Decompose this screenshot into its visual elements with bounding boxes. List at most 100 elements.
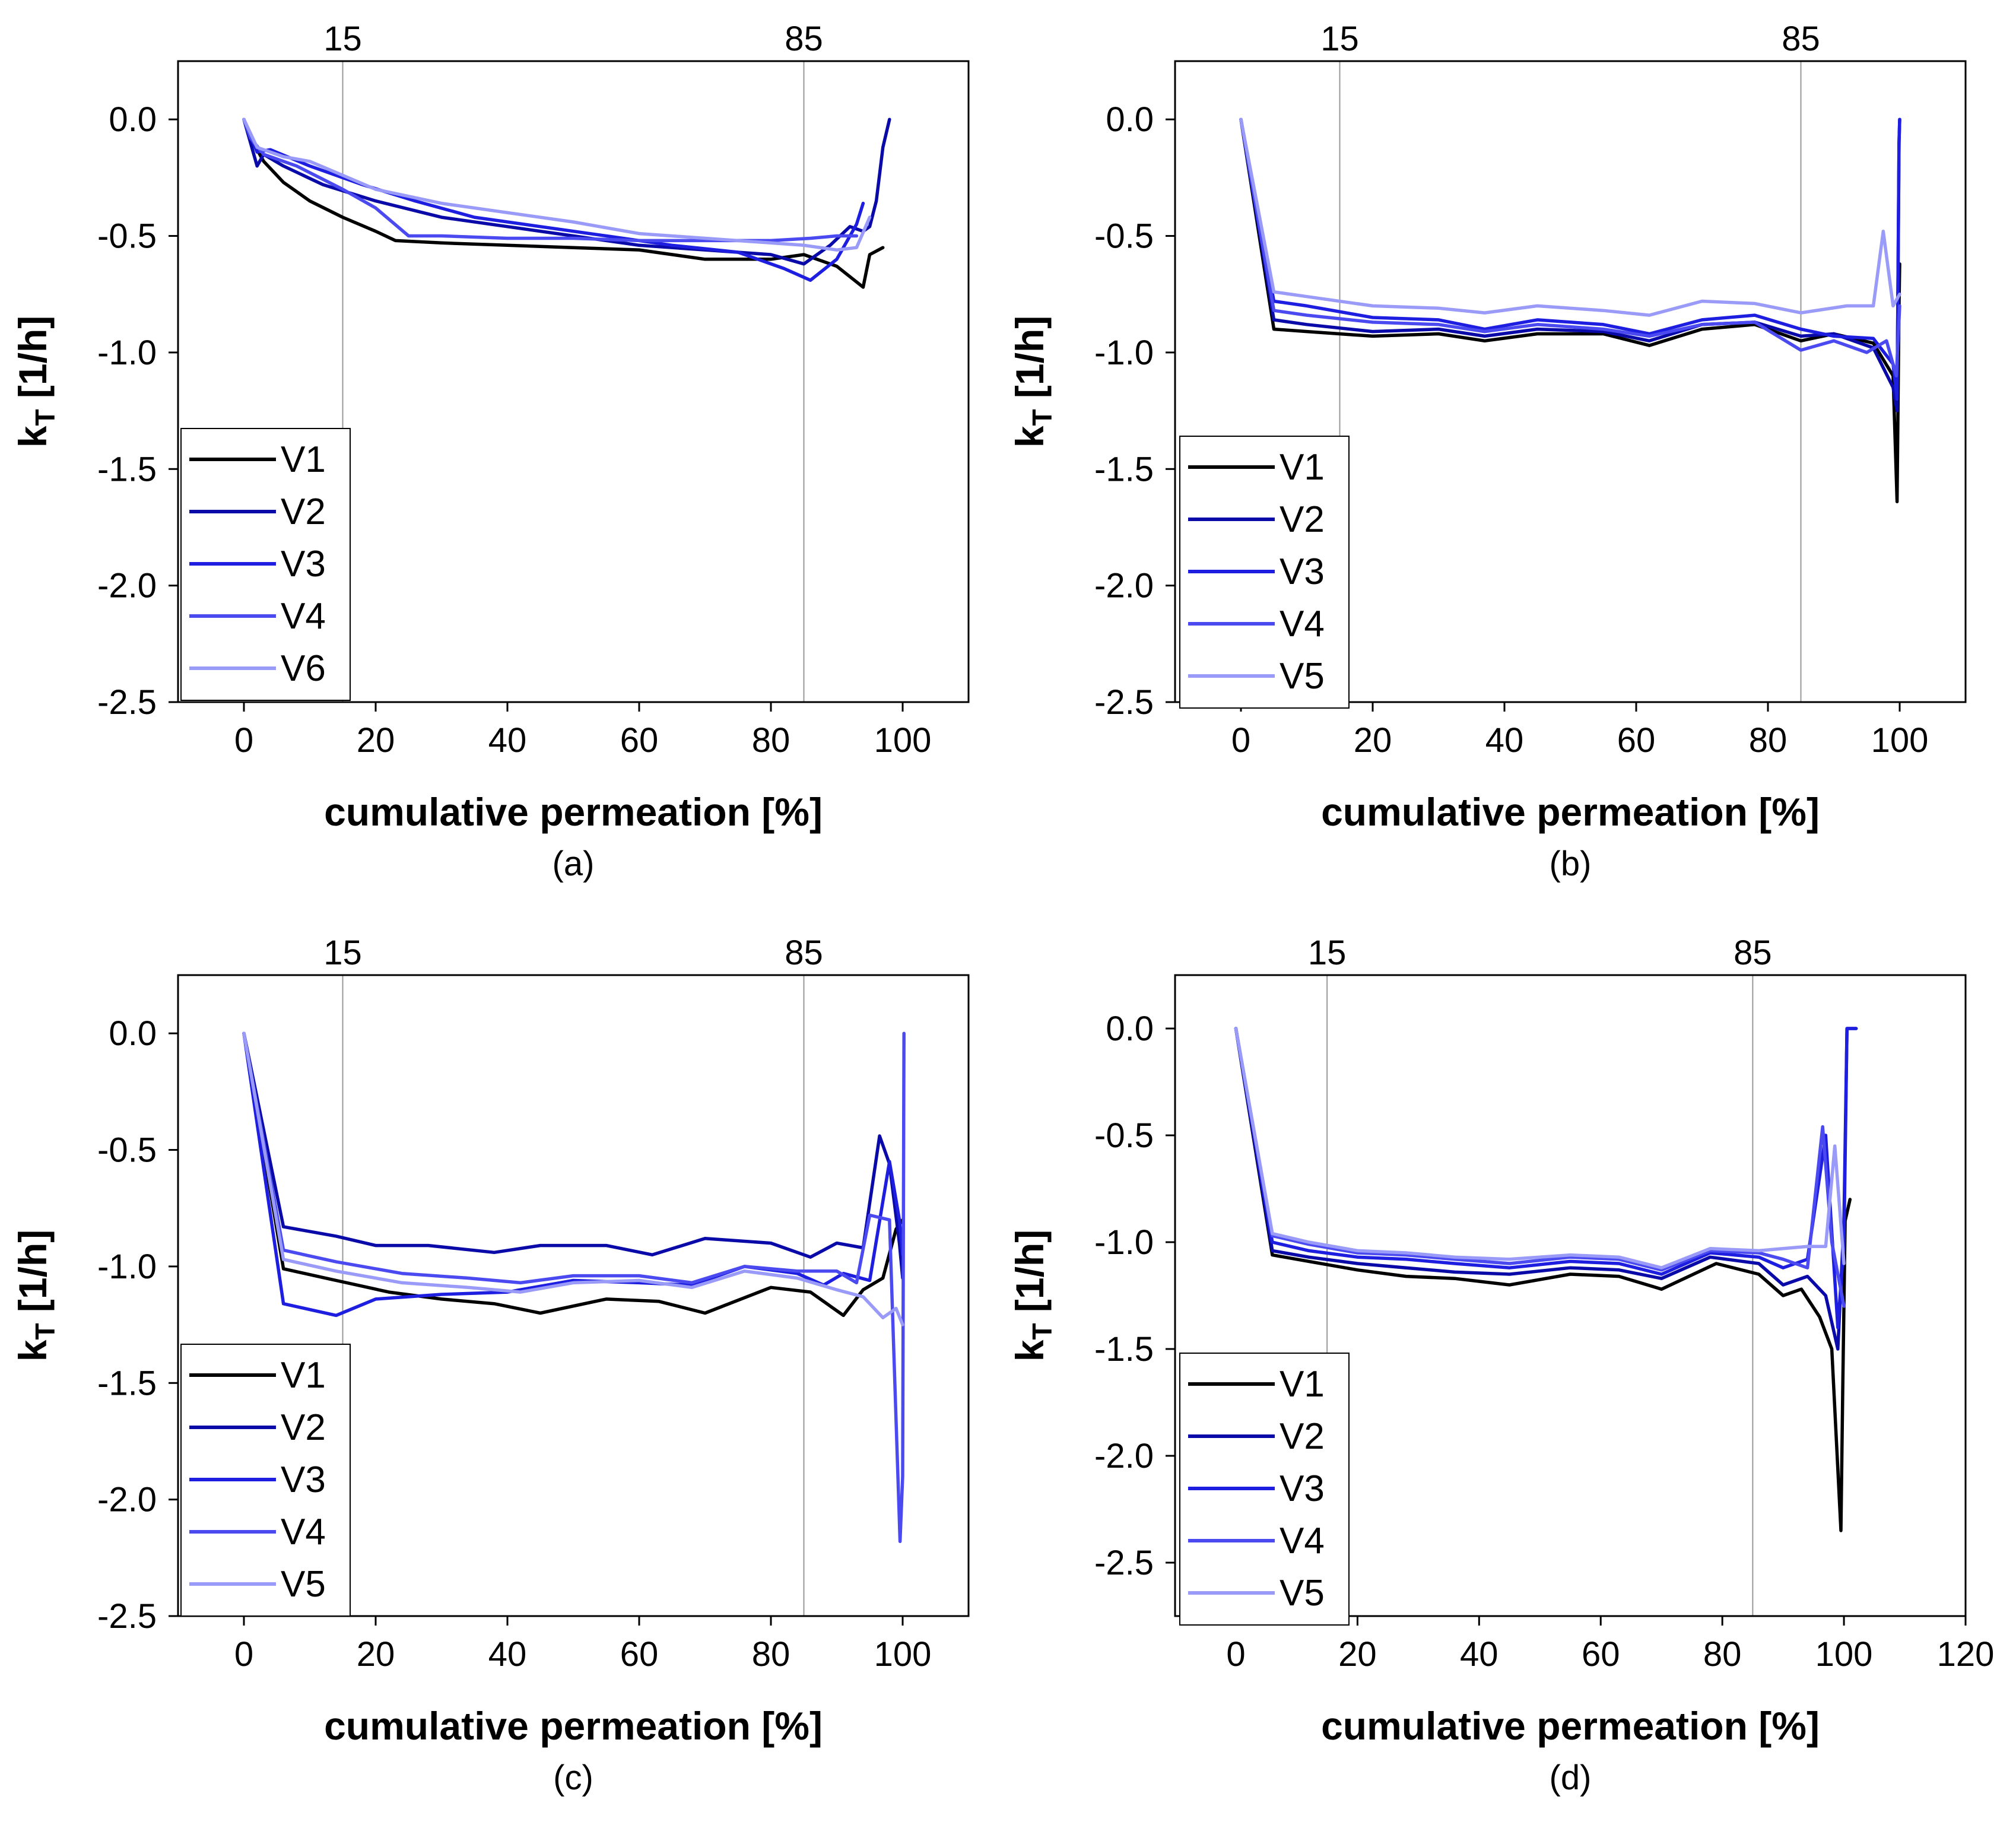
y-tick-label: -1.5 bbox=[97, 1364, 157, 1402]
x-tick-label: 20 bbox=[1354, 721, 1392, 760]
legend-label-v4: V4 bbox=[1280, 1521, 1325, 1561]
y-axis-label: kT [1/h] bbox=[1008, 316, 1058, 447]
legend-label-v2: V2 bbox=[281, 491, 326, 532]
y-axis-label: kT [1/h] bbox=[1008, 1230, 1058, 1361]
legend-label-v4: V4 bbox=[1280, 604, 1325, 645]
x-tick-label: 40 bbox=[1460, 1635, 1498, 1674]
y-axis-label-unit: [1/h] bbox=[11, 1230, 55, 1323]
x-tick-label: 100 bbox=[1871, 721, 1929, 760]
x-tick-label: 80 bbox=[1703, 1635, 1742, 1674]
legend-label-v3: V3 bbox=[1280, 551, 1325, 592]
legend-label-v5: V5 bbox=[1280, 1573, 1325, 1614]
panel-label: (b) bbox=[1550, 845, 1592, 883]
panel-label: (c) bbox=[553, 1758, 593, 1797]
x-axis-label: cumulative permeation [%] bbox=[324, 790, 823, 834]
y-axis-label: kT [1/h] bbox=[11, 316, 61, 447]
panel-d: 15 85 0 20 40 60 80 100 120 0.0 -0.5 -1.0 -1.5 -2.0 -2… bbox=[1008, 934, 1994, 1797]
y-tick-label: -2.5 bbox=[97, 683, 157, 722]
y-tick-label: -2.0 bbox=[1094, 567, 1154, 605]
y-tick-label: -0.5 bbox=[1094, 217, 1154, 256]
x-tick-label: 0 bbox=[1226, 1635, 1245, 1674]
panel-a: 15 85 0 20 40 60 80 100 0.0 -0.5 -1.0 -1.5 -2.0 -2.5 c… bbox=[11, 20, 970, 883]
plot-frame bbox=[1174, 60, 1967, 703]
series-line-v1 bbox=[242, 118, 885, 289]
series-line-v5 bbox=[1234, 1027, 1846, 1269]
top-tick-label: 15 bbox=[1320, 20, 1359, 58]
plot-frame bbox=[177, 60, 970, 703]
y-tick-label: -2.0 bbox=[97, 567, 157, 605]
x-tick-label: 0 bbox=[234, 721, 253, 760]
y-tick-label: 0.0 bbox=[109, 100, 157, 139]
y-tick-label: -2.5 bbox=[1094, 1544, 1154, 1582]
series-group bbox=[1239, 118, 1901, 504]
x-tick-label: 20 bbox=[357, 1635, 395, 1674]
legend-label-v1: V1 bbox=[281, 439, 326, 480]
x-tick-label: 60 bbox=[1582, 1635, 1620, 1674]
y-axis-label-subscript: T bbox=[30, 1323, 61, 1339]
panel-b: 15 85 0 20 40 60 80 100 0.0 -0.5 -1.0 -1.5 -2.0 -2.5 c… bbox=[1008, 20, 1967, 883]
plot-frame bbox=[177, 974, 970, 1617]
y-tick-label: -2.5 bbox=[97, 1597, 157, 1636]
y-tick-label: -1.5 bbox=[97, 450, 157, 488]
legend-label-v4: V4 bbox=[281, 1512, 326, 1553]
y-axis-label-main: k bbox=[11, 1339, 55, 1361]
series-line-v1 bbox=[1234, 1027, 1852, 1532]
top-tick-label: 85 bbox=[785, 934, 823, 972]
y-axis-label-main: k bbox=[1008, 1339, 1052, 1361]
y-axis-label-subscript: T bbox=[1027, 1323, 1058, 1339]
series-line-v5 bbox=[242, 1031, 904, 1326]
y-tick-label: -1.5 bbox=[1094, 450, 1154, 488]
x-tick-label: 80 bbox=[752, 721, 790, 760]
x-tick-label: 20 bbox=[357, 721, 395, 760]
y-tick-label: -1.5 bbox=[1094, 1330, 1154, 1369]
series-group bbox=[242, 1031, 906, 1544]
x-tick-label: 100 bbox=[874, 1635, 932, 1674]
y-tick-label: -2.5 bbox=[1094, 683, 1154, 722]
series-line-v4 bbox=[242, 118, 859, 243]
x-tick-label: 100 bbox=[874, 721, 932, 760]
x-tick-label: 20 bbox=[1338, 1635, 1377, 1674]
y-axis-label-subscript: T bbox=[30, 409, 61, 426]
top-tick-label: 15 bbox=[323, 20, 362, 58]
y-tick-label: -2.0 bbox=[1094, 1437, 1154, 1475]
legend-label-v2: V2 bbox=[1280, 1416, 1325, 1457]
y-tick-label: -0.5 bbox=[1094, 1116, 1154, 1155]
x-axis-label: cumulative permeation [%] bbox=[324, 1704, 823, 1748]
x-tick-label: 60 bbox=[620, 1635, 659, 1674]
y-tick-label: 0.0 bbox=[1106, 1010, 1154, 1048]
series-line-v1 bbox=[242, 1031, 904, 1318]
series-line-v4 bbox=[1234, 1027, 1846, 1308]
series-line-v3 bbox=[242, 1031, 904, 1318]
y-axis-label-main: k bbox=[1008, 426, 1052, 447]
series-line-v5 bbox=[1239, 118, 1901, 317]
y-tick-label: -2.0 bbox=[97, 1481, 157, 1519]
x-tick-label: 80 bbox=[752, 1635, 790, 1674]
x-tick-label: 100 bbox=[1815, 1635, 1873, 1674]
x-tick-label: 60 bbox=[620, 721, 659, 760]
legend-label-v3: V3 bbox=[281, 544, 326, 585]
top-tick-label: 85 bbox=[1782, 20, 1820, 58]
legend-label-v3: V3 bbox=[1280, 1468, 1325, 1509]
top-tick-label: 85 bbox=[1734, 934, 1772, 972]
x-tick-label: 40 bbox=[488, 1635, 527, 1674]
series-line-v2 bbox=[242, 1031, 904, 1280]
y-axis-label-subscript: T bbox=[1027, 409, 1058, 426]
y-tick-label: -0.5 bbox=[97, 1131, 157, 1170]
y-tick-label: 0.0 bbox=[109, 1014, 157, 1053]
panel-c: 15 85 0 20 40 60 80 100 0.0 -0.5 -1.0 -1.5 -2.0 -2.5 c… bbox=[11, 934, 970, 1797]
legend-label-v1: V1 bbox=[1280, 447, 1325, 488]
y-tick-label: -1.0 bbox=[97, 334, 157, 372]
series-line-v2 bbox=[1239, 118, 1901, 412]
top-tick-label: 85 bbox=[785, 20, 823, 58]
x-tick-label: 0 bbox=[1231, 721, 1250, 760]
legend-label-v5: V5 bbox=[1280, 656, 1325, 697]
series-line-v2 bbox=[242, 118, 891, 266]
series-group bbox=[1234, 1027, 1858, 1532]
y-axis-label-unit: [1/h] bbox=[1008, 1230, 1052, 1323]
series-line-v3 bbox=[1234, 1027, 1858, 1329]
y-axis-label: kT [1/h] bbox=[11, 1230, 61, 1361]
y-tick-label: -0.5 bbox=[97, 217, 157, 256]
y-axis-label-unit: [1/h] bbox=[11, 316, 55, 410]
series-line-v6 bbox=[242, 118, 872, 252]
